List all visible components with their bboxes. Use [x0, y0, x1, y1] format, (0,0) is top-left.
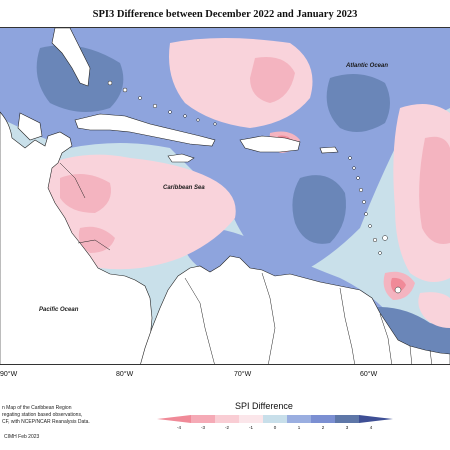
- legend-colorbar: [157, 415, 393, 423]
- longitude-label-90w: 90°W: [0, 371, 18, 378]
- bahamas-islands: [107, 80, 217, 126]
- spi-difference-map: [0, 28, 450, 364]
- label-atlantic-ocean: Atlantic Ocean: [346, 63, 389, 69]
- colorbar-tick-label: 1: [297, 425, 301, 430]
- pink-core-east: [419, 136, 450, 244]
- map-frame: Atlantic Ocean Caribbean Sea Pacific Oce…: [0, 27, 450, 365]
- land-florida: [51, 28, 91, 87]
- colorbar-tick-label: -2: [224, 425, 230, 430]
- colorbar-segment: [311, 415, 336, 423]
- colorbar-segment: [157, 415, 191, 423]
- colorbar-segment: [287, 415, 312, 423]
- note-line: regating station based observations,: [2, 412, 83, 418]
- map-note: n Map of the Caribbean Region regating s…: [2, 405, 142, 426]
- pink-patch-east-coast: [418, 292, 450, 328]
- country-borders: [59, 162, 433, 364]
- pink-core-sw: [78, 226, 115, 253]
- colorbar-tick-label: 4: [369, 425, 373, 430]
- land-hispaniola: [239, 135, 301, 153]
- longitude-label-70w: 70°W: [234, 371, 252, 378]
- colorbar-segment: [263, 415, 288, 423]
- darker-blue-patch-north: [326, 74, 390, 132]
- land-jamaica: [167, 153, 195, 163]
- label-pacific-ocean: Pacific Ocean: [39, 307, 79, 313]
- longitude-label-80w: 80°W: [116, 371, 134, 378]
- land-central-america-mexico: [0, 111, 153, 364]
- credit-text: CIMH Feb 2023: [4, 434, 40, 440]
- colorbar-tick-label: 0: [273, 425, 277, 430]
- pink-core-caribbean: [60, 174, 111, 213]
- darker-blue-patch-southeast: [292, 175, 346, 244]
- colorbar-tick-label: 3: [345, 425, 349, 430]
- land-south-america: [140, 255, 450, 364]
- colorbar-tick-label: -1: [248, 425, 254, 430]
- land-cuba: [74, 113, 216, 147]
- colorbar-segment: [335, 415, 360, 423]
- land-puerto-rico: [319, 146, 339, 154]
- lesser-antilles-islands: [348, 156, 402, 294]
- colorbar-tick-label: -3: [200, 425, 206, 430]
- colorbar-tick-label: 2: [321, 425, 325, 430]
- note-line: CF, with NCEP/NCAR Reanalysis Data.: [2, 419, 90, 425]
- land-yucatan-tip: [17, 112, 43, 141]
- colorbar-segment: [191, 415, 216, 423]
- colorbar-segment: [215, 415, 240, 423]
- longitude-label-60w: 60°W: [360, 371, 378, 378]
- pink-core-north: [250, 57, 295, 103]
- pink-patch-small-north: [184, 56, 210, 76]
- legend-title: SPI Difference: [235, 401, 293, 411]
- label-caribbean-sea: Caribbean Sea: [163, 185, 205, 191]
- colorbar-segment: [359, 415, 393, 423]
- map-title: SPI3 Difference between December 2022 an…: [92, 9, 358, 20]
- colorbar-segment: [239, 415, 264, 423]
- pink-patch-trinidad-core: [390, 277, 406, 293]
- note-line: n Map of the Caribbean Region: [2, 405, 72, 411]
- colorbar-tick-label: -4: [176, 425, 182, 430]
